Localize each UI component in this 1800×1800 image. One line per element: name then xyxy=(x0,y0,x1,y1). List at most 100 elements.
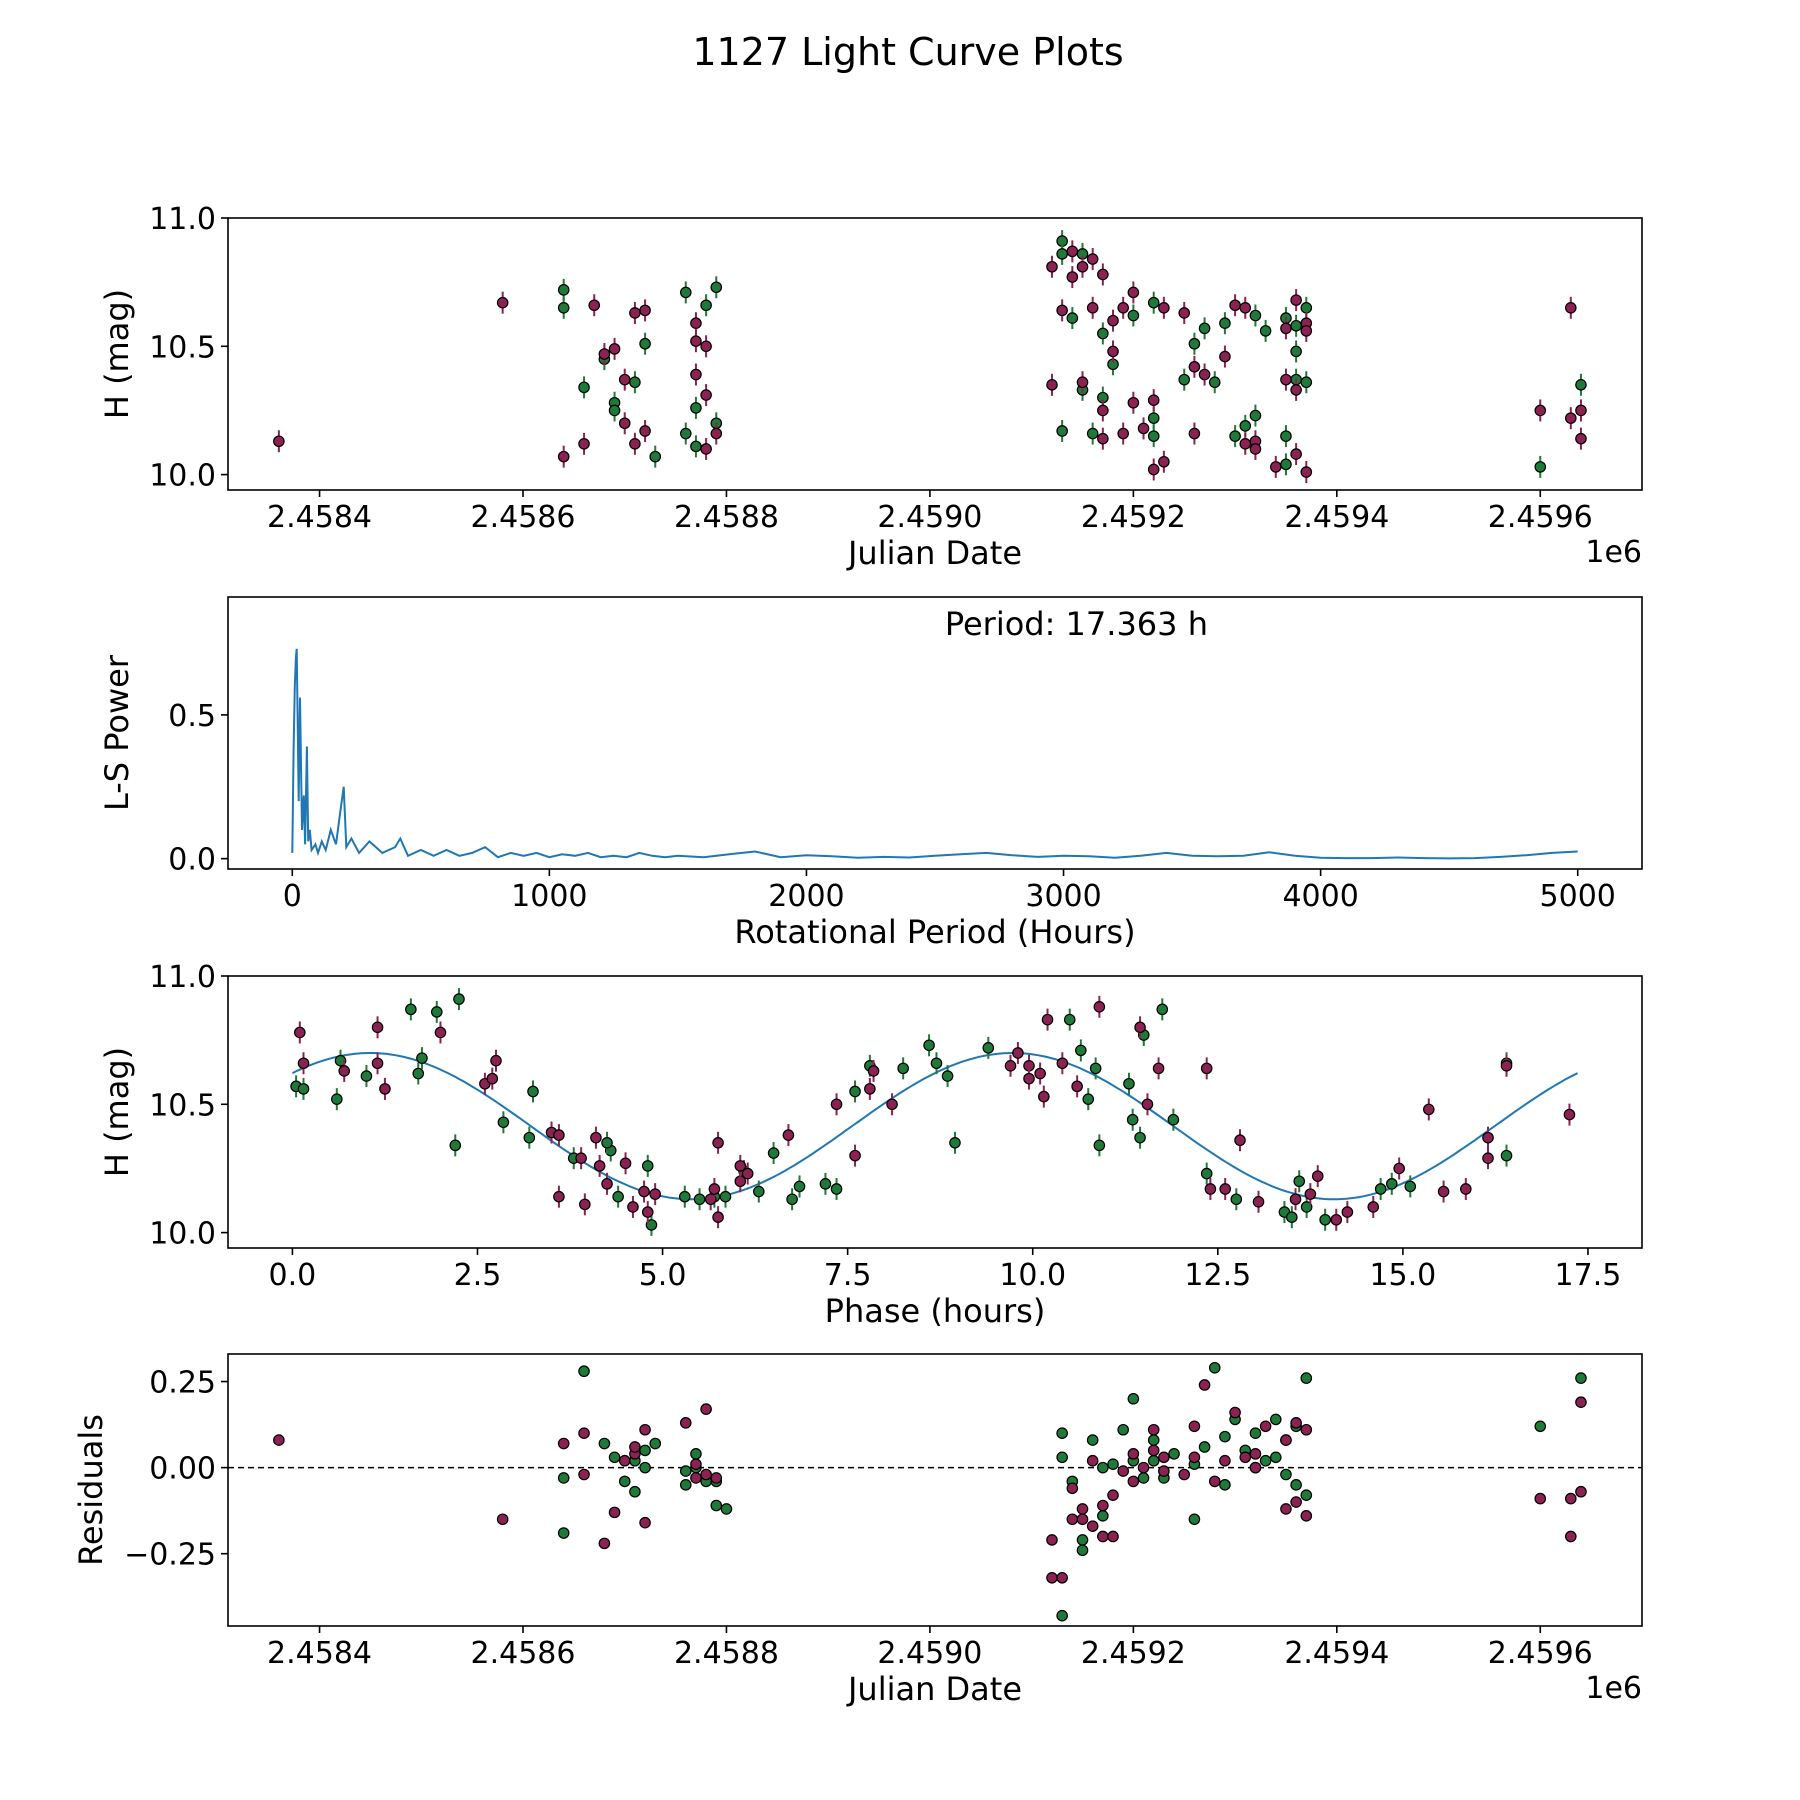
data-point xyxy=(1056,1571,1068,1584)
y-tick-label: 10.5 xyxy=(149,1088,216,1123)
data-point xyxy=(710,281,723,294)
data-point xyxy=(1249,1427,1262,1439)
data-point xyxy=(629,1485,641,1498)
lightcurve-plot-area xyxy=(273,230,1587,484)
data-point xyxy=(1097,404,1109,417)
data-point xyxy=(1137,422,1150,435)
data-point xyxy=(1086,1520,1099,1532)
data-point xyxy=(1123,1077,1135,1090)
data-point xyxy=(1290,448,1302,460)
y-axis-label: H (mag) xyxy=(98,289,136,419)
data-point xyxy=(767,1147,780,1159)
x-tick-label: 0 xyxy=(283,879,302,914)
residuals-plot-area xyxy=(228,1361,1642,1622)
x-tick-label: 2.4588 xyxy=(674,1636,779,1671)
data-point xyxy=(700,340,712,353)
data-point xyxy=(1127,309,1140,322)
periodogram-plot-area xyxy=(291,648,1578,860)
data-point xyxy=(1147,394,1160,406)
data-point xyxy=(1076,1544,1089,1557)
data-point xyxy=(700,443,712,455)
data-point xyxy=(1300,1201,1313,1213)
data-point xyxy=(629,376,641,389)
data-point xyxy=(1134,1131,1146,1144)
data-point xyxy=(1117,302,1129,314)
data-point xyxy=(639,1423,651,1436)
data-point xyxy=(700,299,712,312)
data-point xyxy=(601,1178,613,1190)
data-point xyxy=(1219,1454,1231,1467)
data-point xyxy=(649,1437,662,1450)
data-point xyxy=(1219,1183,1232,1195)
data-point xyxy=(1198,1441,1211,1453)
data-point xyxy=(1086,1434,1099,1446)
x-tick-label: 5000 xyxy=(1540,879,1616,914)
x-tick-label: 15.0 xyxy=(1369,1258,1436,1293)
data-point xyxy=(1341,1206,1354,1218)
data-point xyxy=(1117,1423,1129,1436)
data-point xyxy=(1367,1201,1380,1213)
data-point xyxy=(1269,461,1282,473)
data-point xyxy=(1198,1379,1211,1391)
data-point xyxy=(1482,1152,1494,1164)
data-point xyxy=(1239,438,1252,450)
data-point xyxy=(575,1152,587,1164)
data-point xyxy=(1280,458,1292,471)
data-point xyxy=(627,1201,639,1213)
data-point xyxy=(557,284,570,296)
data-point xyxy=(690,1472,702,1484)
data-point xyxy=(679,286,692,299)
data-point xyxy=(1249,1461,1262,1474)
data-point xyxy=(982,1042,995,1054)
data-point xyxy=(608,1506,621,1519)
data-point xyxy=(1198,368,1211,381)
data-point xyxy=(1086,302,1099,314)
data-point xyxy=(1200,1062,1213,1075)
data-point xyxy=(1147,1434,1160,1446)
data-point xyxy=(1127,396,1140,409)
data-point xyxy=(578,381,590,394)
data-point xyxy=(578,1468,590,1481)
data-point xyxy=(641,1160,654,1172)
data-point xyxy=(297,1057,310,1070)
data-point xyxy=(690,440,702,453)
data-point xyxy=(1252,1196,1265,1208)
x-tick-label: 2.4596 xyxy=(1488,500,1593,535)
x-axis-label: Rotational Period (Hours) xyxy=(734,913,1135,951)
data-point xyxy=(1300,376,1313,389)
data-point xyxy=(1208,376,1221,389)
data-point xyxy=(1300,1423,1313,1436)
x-tick-label: 2.4584 xyxy=(267,1636,372,1671)
data-point xyxy=(679,1465,692,1477)
data-point xyxy=(720,1503,733,1515)
data-point xyxy=(1269,1413,1282,1426)
data-point xyxy=(1041,1013,1054,1026)
x-tick-label: 2.4594 xyxy=(1284,1636,1389,1671)
data-point xyxy=(1178,1468,1191,1481)
data-point xyxy=(1097,327,1109,340)
data-point xyxy=(496,1513,509,1526)
data-point xyxy=(1093,1139,1106,1152)
data-point xyxy=(297,1083,310,1095)
data-point xyxy=(1500,1149,1513,1162)
data-point xyxy=(593,1160,606,1172)
data-point xyxy=(1097,432,1109,445)
x-tick-label: 4000 xyxy=(1282,879,1358,914)
x-offset-label: 1e6 xyxy=(1585,535,1642,570)
data-point xyxy=(710,1499,723,1512)
x-tick-label: 2.4590 xyxy=(877,500,982,535)
data-point xyxy=(1234,1134,1246,1147)
data-point xyxy=(704,1193,717,1206)
data-point xyxy=(1158,1451,1170,1464)
data-point xyxy=(1097,1530,1109,1543)
data-point xyxy=(867,1065,880,1077)
data-point xyxy=(1076,260,1089,273)
green-series xyxy=(557,1361,1587,1622)
data-point xyxy=(1046,378,1058,391)
data-point xyxy=(1107,1458,1119,1470)
y-axis-label: H (mag) xyxy=(98,1047,136,1177)
y-tick-label: 0.25 xyxy=(149,1366,216,1401)
data-point xyxy=(1147,1444,1160,1457)
model-fit-curve xyxy=(291,1052,1579,1201)
data-point xyxy=(618,373,631,386)
